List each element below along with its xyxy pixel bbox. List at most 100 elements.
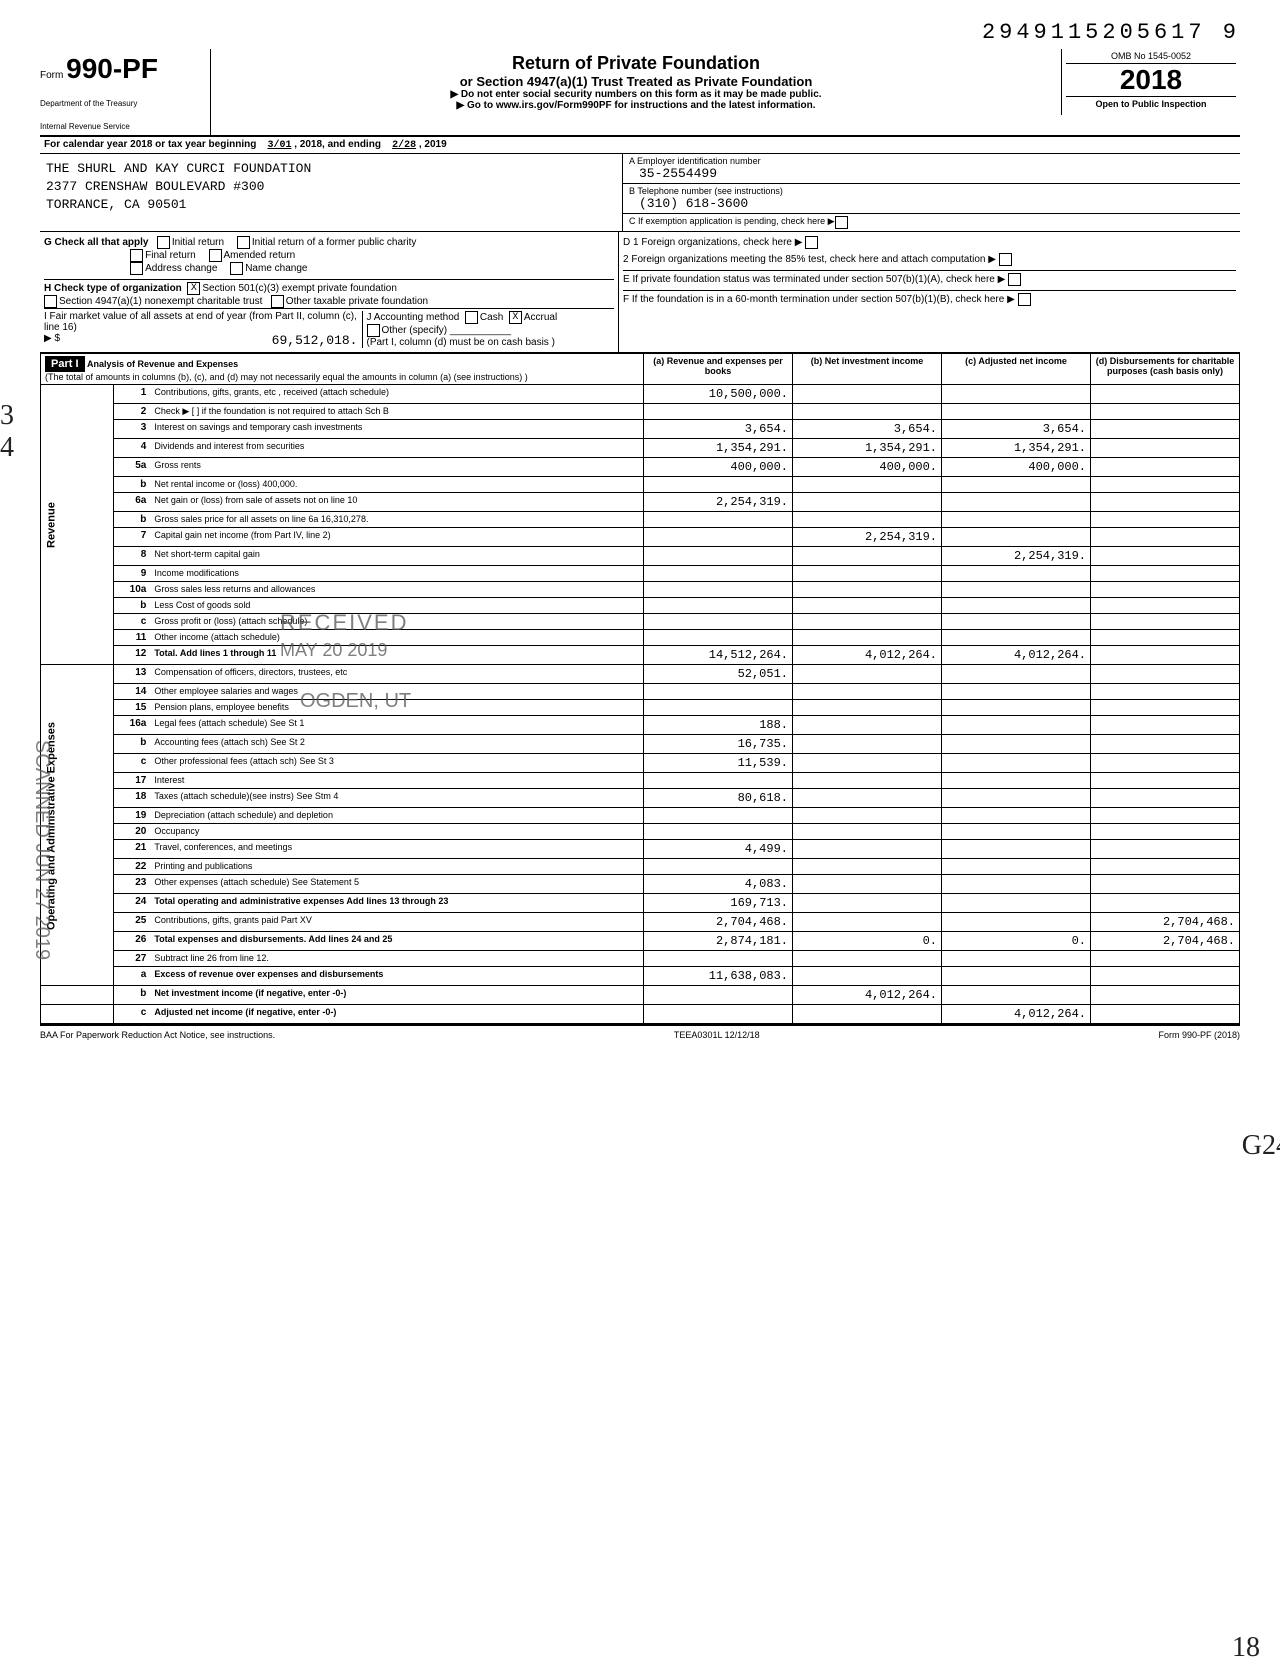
line-desc: Other expenses (attach schedule) See Sta… [150, 875, 643, 894]
footer-left: BAA For Paperwork Reduction Act Notice, … [40, 1030, 275, 1040]
cell-c: 0. [942, 932, 1091, 951]
line-no: b [114, 477, 151, 493]
cell-a: 11,638,083. [644, 967, 793, 986]
line-desc: Capital gain net income (from Part IV, l… [150, 528, 643, 547]
line-no: 18 [114, 789, 151, 808]
g-name-checkbox[interactable] [230, 262, 243, 275]
part1-title: Analysis of Revenue and Expenses [87, 359, 238, 369]
form-title: Return of Private Foundation [217, 53, 1055, 74]
cell-d: 2,704,468. [1091, 932, 1240, 951]
cell-a: 10,500,000. [644, 385, 793, 404]
line-desc: Net short-term capital gain [150, 547, 643, 566]
g-initial-checkbox[interactable] [157, 236, 170, 249]
g-initial-former-checkbox[interactable] [237, 236, 250, 249]
d1-checkbox[interactable] [805, 236, 818, 249]
line-no: 25 [114, 913, 151, 932]
line-no: 16a [114, 716, 151, 735]
check-section: G Check all that apply Initial return In… [40, 232, 1240, 353]
org-addr2: TORRANCE, CA 90501 [46, 196, 616, 214]
e-checkbox[interactable] [1008, 273, 1021, 286]
identity-block: THE SHURL AND KAY CURCI FOUNDATION 2377 … [40, 154, 1240, 232]
cell-b: 3,654. [793, 420, 942, 439]
form-note2: ▶ Go to www.irs.gov/Form990PF for instru… [217, 100, 1055, 111]
g-name: Name change [245, 263, 307, 274]
h-other: Other taxable private foundation [286, 296, 428, 307]
cell-b: 2,254,319. [793, 528, 942, 547]
form-number-box: Form 990-PF Department of the Treasury I… [40, 49, 211, 135]
h-4947-checkbox[interactable] [44, 295, 57, 308]
line-no: c [114, 1005, 151, 1024]
public-inspection: Open to Public Inspection [1066, 96, 1236, 109]
line-no: 20 [114, 824, 151, 840]
line-no: 8 [114, 547, 151, 566]
line-desc: Contributions, gifts, grants, etc , rece… [150, 385, 643, 404]
h-501c3-checkbox[interactable]: X [187, 282, 200, 295]
line-desc: Gross profit or (loss) (attach schedule) [150, 614, 643, 630]
line-desc: Net rental income or (loss) 400,000. [150, 477, 643, 493]
g-amended-checkbox[interactable] [209, 249, 222, 262]
side-expenses: Operating and Administrative Expenses [41, 665, 114, 986]
line-desc: Subtract line 26 from line 12. [150, 951, 643, 967]
g-label: G Check all that apply [44, 237, 148, 248]
col-b-header: (b) Net investment income [793, 354, 942, 385]
line-no: 14 [114, 684, 151, 700]
j-cash: Cash [480, 312, 503, 323]
j-label: J Accounting method [367, 312, 460, 323]
line-no: b [114, 986, 151, 1005]
line-no: 17 [114, 773, 151, 789]
form-subtitle: or Section 4947(a)(1) Trust Treated as P… [217, 74, 1055, 89]
line-desc: Other employee salaries and wages [150, 684, 643, 700]
calendar-endyear: , 2019 [419, 139, 447, 150]
g-address-checkbox[interactable] [130, 262, 143, 275]
cell-b: 400,000. [793, 458, 942, 477]
calendar-label: For calendar year 2018 or tax year begin… [44, 139, 256, 150]
cell-c: 1,354,291. [942, 439, 1091, 458]
omb-number: OMB No 1545-0052 [1066, 51, 1236, 64]
line-desc: Dividends and interest from securities [150, 439, 643, 458]
line-no: 5a [114, 458, 151, 477]
d2-label: 2 Foreign organizations meeting the 85% … [623, 254, 996, 265]
line-desc: Net investment income (if negative, ente… [150, 986, 643, 1005]
part1-sub: (The total of amounts in columns (b), (c… [45, 372, 528, 382]
form-number: 990-PF [66, 53, 158, 84]
handwriting-18: 18 [1232, 1632, 1260, 1664]
cell-a: 2,254,319. [644, 493, 793, 512]
form-prefix: Form [40, 70, 63, 81]
d2-checkbox[interactable] [999, 253, 1012, 266]
g-final-checkbox[interactable] [130, 249, 143, 262]
j-accrual-checkbox[interactable]: X [509, 311, 522, 324]
line-desc: Legal fees (attach schedule) See St 1 [150, 716, 643, 735]
form-title-box: Return of Private Foundation or Section … [211, 49, 1062, 115]
g-initial: Initial return [172, 237, 224, 248]
line-desc: Interest on savings and temporary cash i… [150, 420, 643, 439]
h-other-checkbox[interactable] [271, 295, 284, 308]
cell-a: 14,512,264. [644, 646, 793, 665]
line-no: 23 [114, 875, 151, 894]
cell-d: 2,704,468. [1091, 913, 1240, 932]
line-no: 21 [114, 840, 151, 859]
e-label: E If private foundation status was termi… [623, 274, 1005, 285]
line-no: 4 [114, 439, 151, 458]
line-no: 22 [114, 859, 151, 875]
line-no: 6a [114, 493, 151, 512]
col-a-header: (a) Revenue and expenses per books [644, 354, 793, 385]
line-desc: Total. Add lines 1 through 11 [150, 646, 643, 665]
j-cash-checkbox[interactable] [465, 311, 478, 324]
line-no: 12 [114, 646, 151, 665]
line-no: 1 [114, 385, 151, 404]
side-revenue: Revenue [41, 385, 114, 665]
j-other-checkbox[interactable] [367, 324, 380, 337]
f-checkbox[interactable] [1018, 293, 1031, 306]
c-checkbox[interactable] [835, 216, 848, 229]
phone-label: B Telephone number (see instructions) [629, 186, 1234, 196]
f-label: F If the foundation is in a 60-month ter… [623, 294, 1015, 305]
g-final: Final return [145, 250, 196, 261]
h-501c3: Section 501(c)(3) exempt private foundat… [202, 283, 397, 294]
line-desc: Other professional fees (attach sch) See… [150, 754, 643, 773]
scan-number: 2949115205617 9 [40, 20, 1240, 45]
cell-b: 0. [793, 932, 942, 951]
cell-c: 4,012,264. [942, 646, 1091, 665]
i-value: 69,512,018. [272, 333, 358, 348]
line-no: b [114, 735, 151, 754]
line-no: 11 [114, 630, 151, 646]
